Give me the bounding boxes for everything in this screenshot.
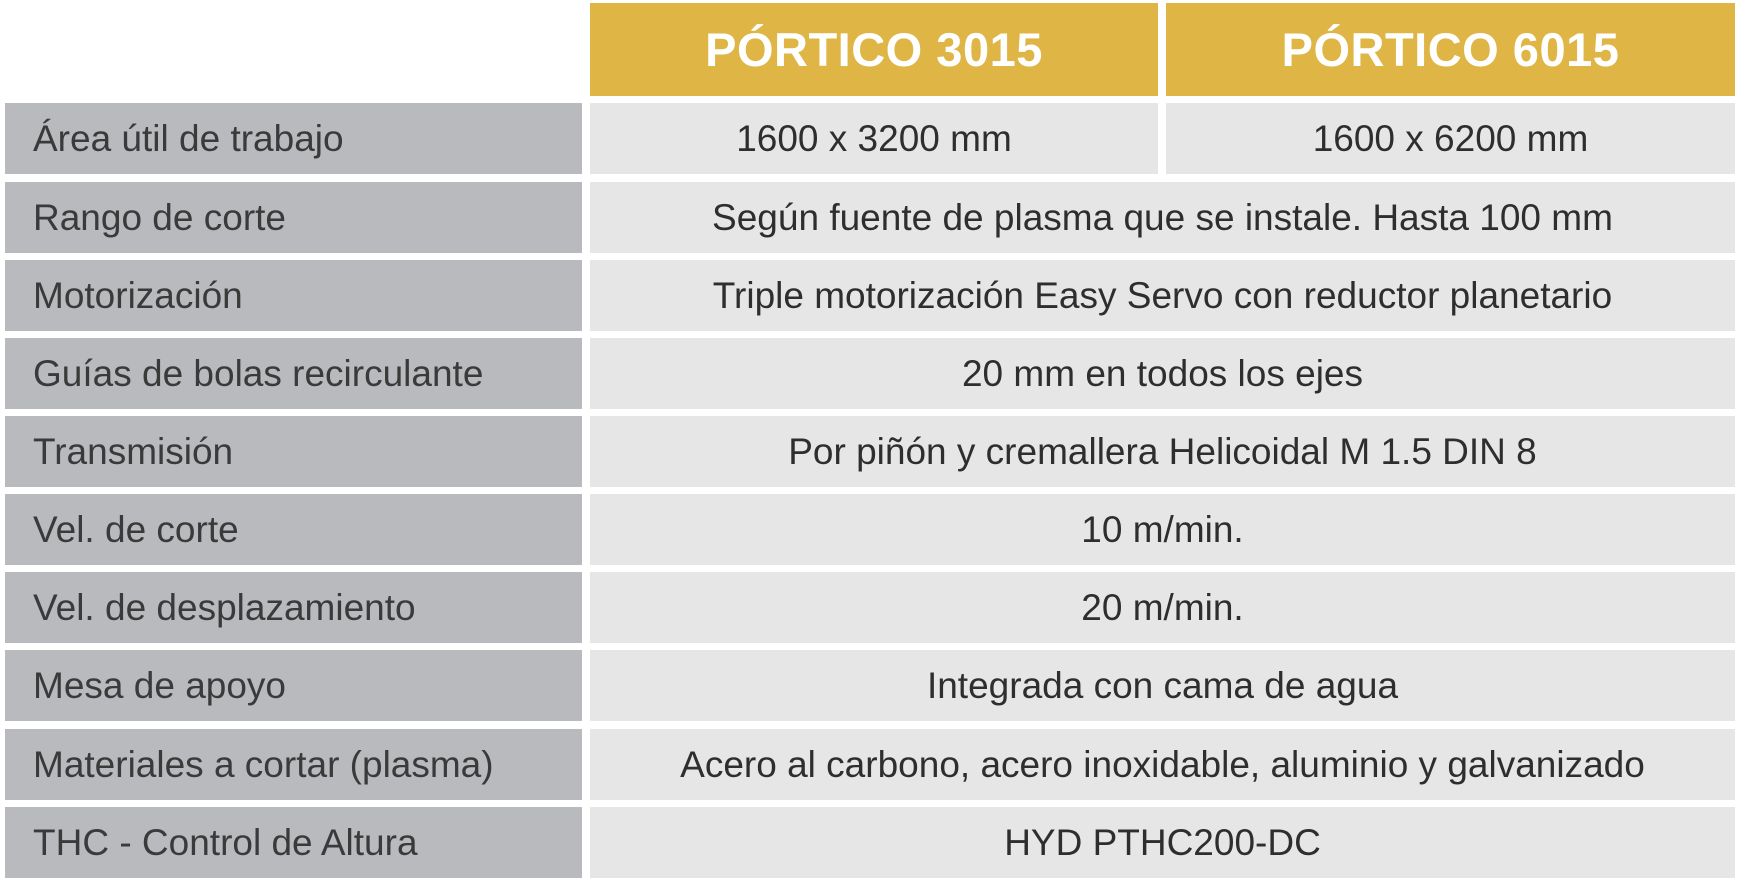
row-label: Motorización bbox=[5, 260, 582, 331]
table-row: Motorización Triple motorización Easy Se… bbox=[0, 260, 1740, 331]
row-label: Rango de corte bbox=[5, 182, 582, 253]
row-value: Triple motorización Easy Servo con reduc… bbox=[590, 260, 1735, 331]
row-label: Vel. de desplazamiento bbox=[5, 572, 582, 643]
row-value: 20 mm en todos los ejes bbox=[590, 338, 1735, 409]
table-row: Materiales a cortar (plasma) Acero al ca… bbox=[0, 729, 1740, 800]
row-label: THC - Control de Altura bbox=[5, 807, 582, 878]
header-portico-3015: PÓRTICO 3015 bbox=[590, 3, 1158, 96]
header-portico-6015: PÓRTICO 6015 bbox=[1166, 3, 1735, 96]
row-value: 10 m/min. bbox=[590, 494, 1735, 565]
row-value-6015: 1600 x 6200 mm bbox=[1166, 103, 1735, 174]
row-value-3015: 1600 x 3200 mm bbox=[590, 103, 1158, 174]
table-row: Guías de bolas recirculante 20 mm en tod… bbox=[0, 338, 1740, 409]
row-label: Materiales a cortar (plasma) bbox=[5, 729, 582, 800]
row-label: Área útil de trabajo bbox=[5, 103, 582, 174]
row-label: Guías de bolas recirculante bbox=[5, 338, 582, 409]
row-value: 20 m/min. bbox=[590, 572, 1735, 643]
table-row: Área útil de trabajo 1600 x 3200 mm 1600… bbox=[0, 103, 1740, 174]
row-value: HYD PTHC200-DC bbox=[590, 807, 1735, 878]
row-label: Vel. de corte bbox=[5, 494, 582, 565]
table-row: Vel. de corte 10 m/min. bbox=[0, 494, 1740, 565]
row-label: Mesa de apoyo bbox=[5, 650, 582, 721]
row-label: Transmisión bbox=[5, 416, 582, 487]
table-row: Rango de corte Según fuente de plasma qu… bbox=[0, 182, 1740, 253]
row-value: Según fuente de plasma que se instale. H… bbox=[590, 182, 1735, 253]
table-row: Vel. de desplazamiento 20 m/min. bbox=[0, 572, 1740, 643]
row-value: Integrada con cama de agua bbox=[590, 650, 1735, 721]
table-row: Mesa de apoyo Integrada con cama de agua bbox=[0, 650, 1740, 721]
table-row: Transmisión Por piñón y cremallera Helic… bbox=[0, 416, 1740, 487]
row-value: Por piñón y cremallera Helicoidal M 1.5 … bbox=[590, 416, 1735, 487]
table-row: THC - Control de Altura HYD PTHC200-DC bbox=[0, 807, 1740, 878]
header-row: PÓRTICO 3015 PÓRTICO 6015 bbox=[0, 0, 1740, 96]
row-value: Acero al carbono, acero inoxidable, alum… bbox=[590, 729, 1735, 800]
